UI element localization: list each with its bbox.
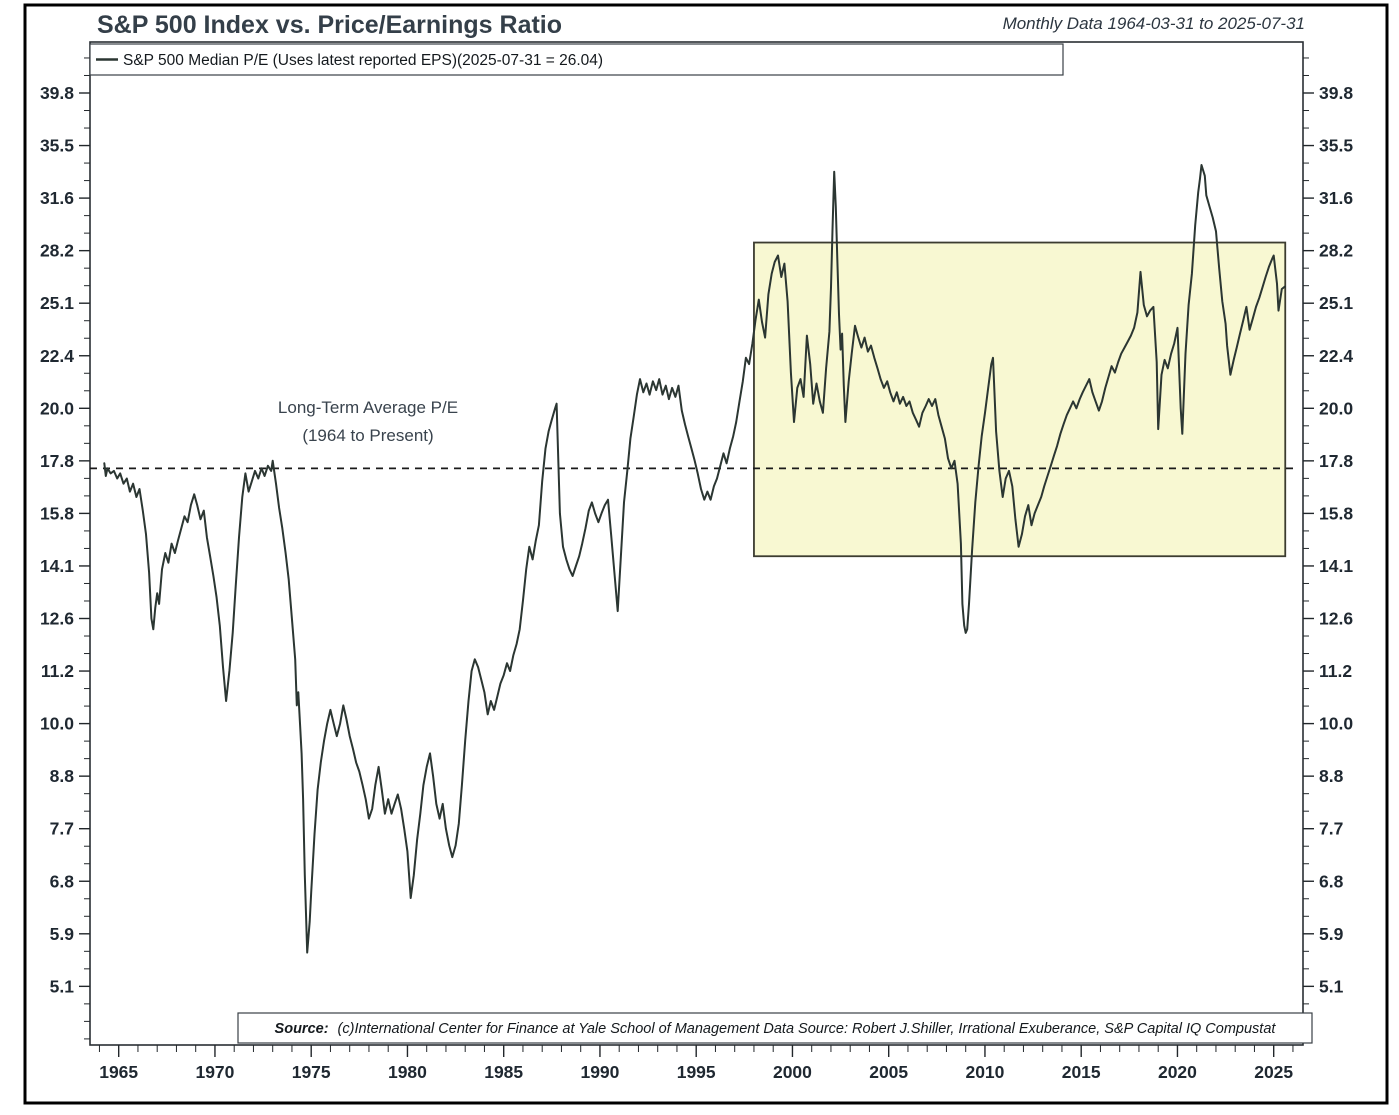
x-tick-label: 1995: [677, 1062, 716, 1082]
y-tick-label-right: 31.6: [1319, 188, 1353, 208]
x-tick-label: 2025: [1254, 1062, 1293, 1082]
x-tick-label: 2005: [869, 1062, 908, 1082]
y-tick-label-right: 8.8: [1319, 766, 1344, 786]
y-tick-label-right: 5.9: [1319, 924, 1344, 944]
x-tick-label: 1980: [388, 1062, 427, 1082]
outer-frame: [23, 3, 1389, 1105]
x-tick-label: 1970: [195, 1062, 234, 1082]
y-tick-label-left: 35.5: [40, 136, 74, 156]
y-tick-label-left: 5.9: [50, 924, 75, 944]
y-tick-label-left: 20.0: [40, 398, 74, 418]
x-tick-label: 1990: [580, 1062, 619, 1082]
y-tick-label-left: 15.8: [40, 503, 74, 523]
y-tick-label-right: 25.1: [1319, 293, 1353, 313]
average-annotation-line2: (1964 to Present): [302, 426, 433, 445]
y-tick-label-right: 15.8: [1319, 503, 1353, 523]
date-range-label: Monthly Data 1964-03-31 to 2025-07-31: [1003, 14, 1305, 33]
y-tick-label-right: 17.8: [1319, 451, 1353, 471]
y-tick-label-right: 5.1: [1319, 976, 1344, 996]
y-tick-label-left: 8.8: [50, 766, 75, 786]
y-tick-label-right: 20.0: [1319, 398, 1353, 418]
y-tick-label-left: 7.7: [50, 819, 74, 839]
y-tick-label-left: 31.6: [40, 188, 74, 208]
y-tick-label-right: 14.1: [1319, 556, 1353, 576]
source-text: Source: (c)International Center for Finan…: [275, 1021, 1277, 1037]
x-tick-label: 1975: [292, 1062, 331, 1082]
y-tick-label-left: 22.4: [40, 346, 74, 366]
y-axis: 39.8 39.8 35.5 35.5 31.6 31.6 28.2 28.2 25.1 25.1…: [40, 57, 1353, 1040]
x-tick-label: 2010: [965, 1062, 1004, 1082]
y-tick-label-left: 12.6: [40, 609, 74, 629]
y-tick-label-left: 25.1: [40, 293, 74, 313]
median-pe-series-line: [103, 164, 1286, 954]
x-tick-label: 1965: [99, 1062, 138, 1082]
x-tick-label: 1985: [484, 1062, 523, 1082]
source-prefix: Source:: [275, 1021, 329, 1037]
y-tick-label-left: 14.1: [40, 556, 74, 576]
source-box: [237, 1012, 1313, 1044]
y-tick-label-left: 10.0: [40, 714, 74, 734]
x-tick-label: 2015: [1062, 1062, 1101, 1082]
y-tick-label-left: 28.2: [40, 241, 74, 261]
y-tick-label-left: 11.2: [41, 661, 74, 681]
source-body: (c)International Center for Finance at Y…: [338, 1021, 1277, 1037]
y-tick-label-left: 17.8: [40, 451, 74, 471]
legend-label: S&P 500 Median P/E (Uses latest reported…: [123, 52, 603, 69]
y-tick-label-right: 22.4: [1319, 346, 1353, 366]
highlight-box: [753, 241, 1287, 558]
x-tick-label: 2000: [773, 1062, 812, 1082]
average-annotation-line1: Long-Term Average P/E: [278, 398, 458, 417]
y-tick-label-right: 10.0: [1319, 714, 1353, 734]
x-tick-label: 2020: [1158, 1062, 1197, 1082]
y-tick-label-right: 7.7: [1319, 819, 1343, 839]
y-tick-label-left: 6.8: [50, 871, 75, 891]
y-tick-label-right: 6.8: [1319, 871, 1344, 891]
legend-box: [89, 43, 1064, 76]
y-tick-label-right: 11.2: [1319, 661, 1352, 681]
y-tick-label-right: 39.8: [1319, 83, 1353, 103]
y-tick-label-right: 28.2: [1319, 241, 1353, 261]
page-title: S&P 500 Index vs. Price/Earnings Ratio: [97, 11, 562, 39]
x-axis: 1965 1970 1975 1980 1985 1990 1995 2000 2005 2010…: [98, 1045, 1294, 1082]
y-tick-label-right: 12.6: [1319, 609, 1353, 629]
y-tick-label-left: 5.1: [50, 976, 75, 996]
y-tick-label-right: 35.5: [1319, 136, 1353, 156]
y-tick-label-left: 39.8: [40, 83, 74, 103]
